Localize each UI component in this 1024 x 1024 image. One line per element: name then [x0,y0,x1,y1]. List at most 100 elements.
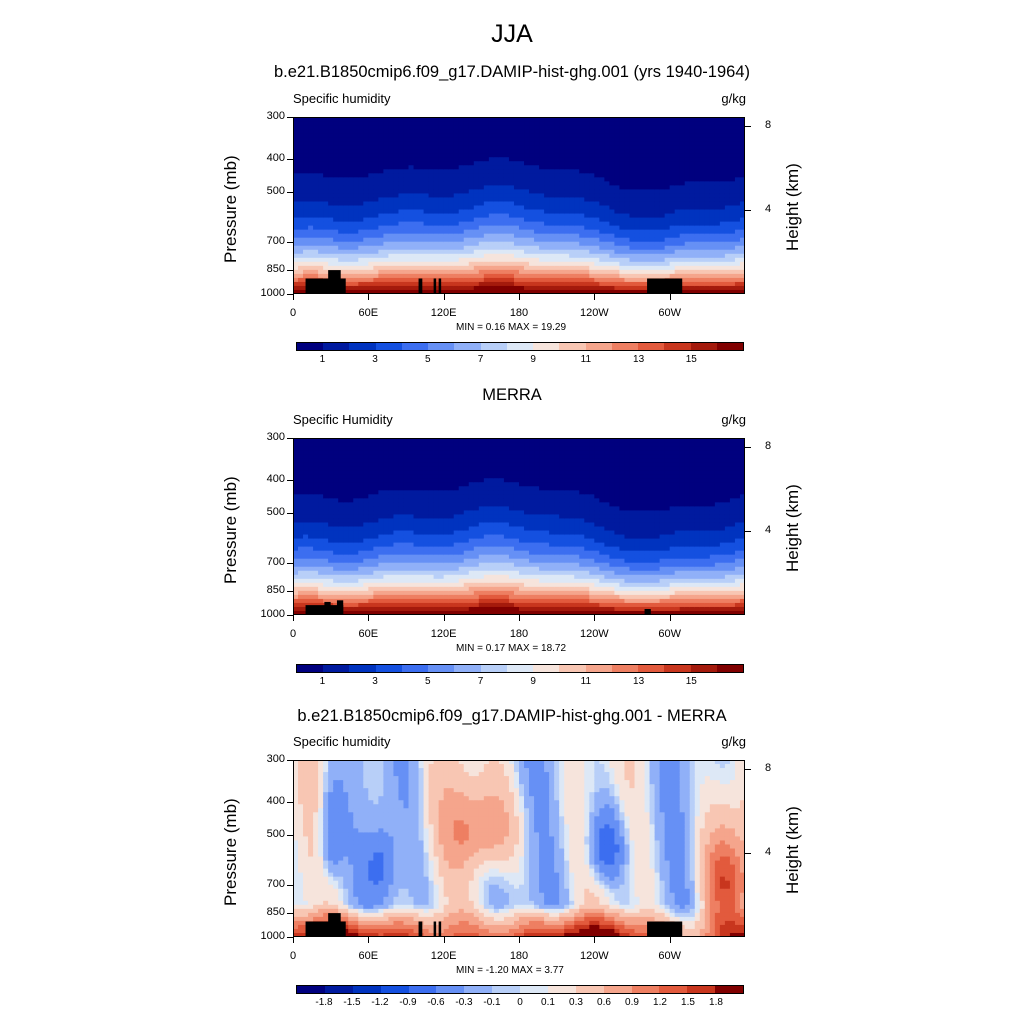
contour-cell [418,205,425,211]
contour-cell [318,177,324,182]
contour-cell [338,253,344,259]
contour-cell [453,145,460,150]
contour-cell [669,181,676,186]
contour-cell [534,141,540,146]
contour-cell [378,514,384,520]
contour-cell [478,149,485,154]
contour-cell [378,578,384,584]
contour-cell [694,173,701,178]
contour-cell [463,209,470,215]
contour-cell [664,129,671,134]
contour-cell [589,141,595,146]
contour-cell [519,209,525,215]
contour-plot [293,117,745,294]
contour-cell [679,217,686,223]
contour-cell [453,181,460,186]
contour-cell [328,478,334,483]
contour-cell [584,197,590,203]
contour-cell [298,273,304,279]
contour-cell [373,209,379,215]
contour-cell [343,442,349,447]
contour-cell [448,261,455,267]
contour-cell [343,181,349,186]
contour-cell [519,265,525,271]
contour-cell [513,245,520,251]
contour-cell [463,205,470,211]
contour-cell [358,213,364,219]
contour-cell [704,189,711,195]
contour-cell [333,482,339,487]
contour-cell [383,189,390,195]
contour-cell [609,137,616,142]
contour-cell [574,129,580,134]
contour-cell [338,502,344,507]
contour-cell [544,221,550,227]
contour-cell [363,534,369,540]
contour-cell [458,193,465,199]
contour-cell [383,558,390,564]
contour-cell [614,153,621,158]
y-tick-mark [287,270,293,272]
contour-cell [308,470,314,475]
contour-cell [313,494,319,499]
contour-cell [584,121,590,126]
contour-cell [458,153,465,158]
contour-cell [513,229,520,235]
contour-cell [388,173,395,178]
contour-cell [674,237,681,243]
contour-cell [493,253,500,259]
contour-cell [363,542,369,548]
contour-cell [559,245,565,251]
contour-cell [303,442,309,447]
contour-cell [363,546,369,552]
contour-cell [338,458,344,463]
contour-cell [298,289,304,294]
contour-cell [689,241,696,247]
contour-cell [393,498,400,503]
contour-cell [619,117,626,122]
contour-cell [308,542,314,548]
contour-cell [433,265,440,271]
contour-cell [438,157,445,162]
contour-cell [569,221,575,227]
contour-cell [338,173,344,178]
contour-cell [684,201,691,207]
panel-title: MERRA [482,386,542,404]
contour-cell [488,265,495,271]
contour-cell [353,582,359,588]
contour-cell [443,161,450,166]
contour-cell [333,229,339,235]
contour-cell [719,205,726,211]
contour-cell [513,189,520,195]
contour-cell [403,237,410,243]
contour-cell [368,157,374,162]
contour-cell [589,137,595,142]
contour-cell [478,169,485,174]
contour-cell [604,117,610,122]
contour-cell [699,177,706,182]
contour-cell [343,125,349,130]
contour-cell [463,125,470,130]
contour-cell [348,554,354,560]
contour-cell [614,241,621,247]
contour-cell [418,193,425,199]
contour-cell [614,149,621,154]
contour-cell [574,261,580,267]
contour-cell [699,269,706,275]
contour-cell [739,253,745,259]
contour-cell [383,514,390,520]
contour-cell [564,229,570,235]
contour-cell [584,173,590,178]
contour-cell [298,205,304,211]
contour-cell [463,285,470,291]
contour-cell [498,253,505,259]
contour-cell [559,125,565,130]
contour-cell [428,161,435,166]
contour-cell [694,145,701,150]
contour-cell [684,269,691,275]
contour-cell [584,141,590,146]
contour-cell [343,281,349,287]
contour-cell [604,181,610,186]
contour-cell [443,177,450,182]
contour-cell [669,229,676,235]
